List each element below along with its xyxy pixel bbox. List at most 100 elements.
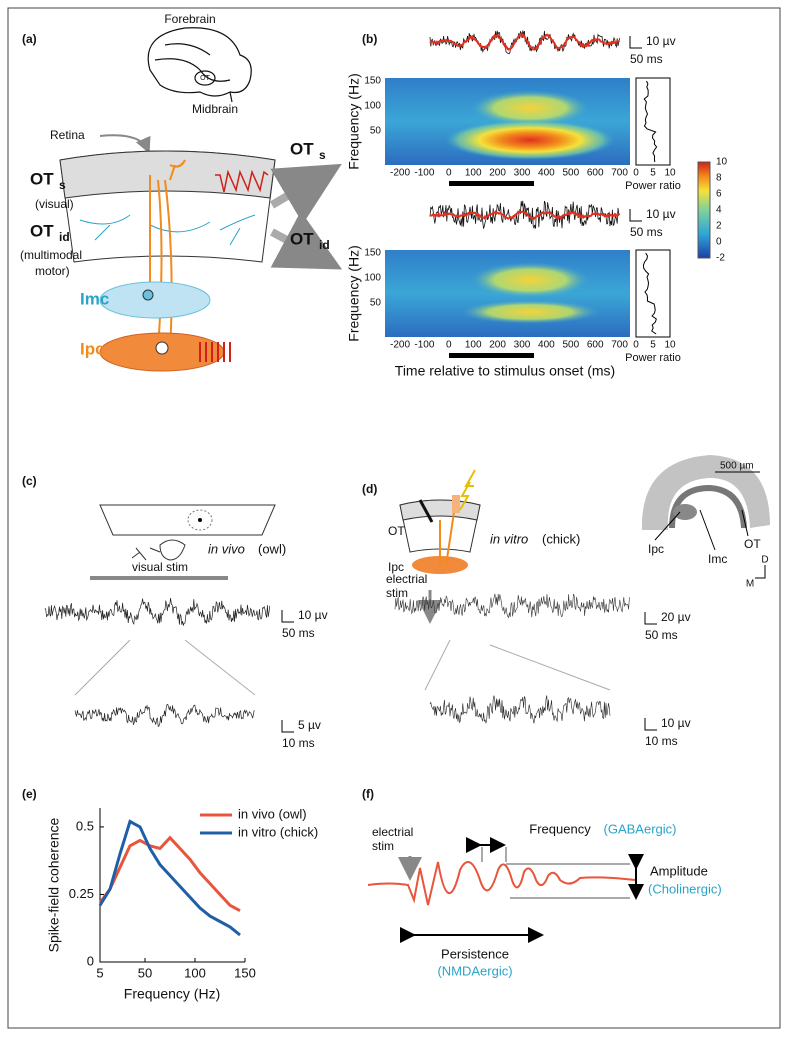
neuron bbox=[155, 341, 169, 355]
flow-arrow bbox=[269, 163, 342, 224]
power-tick: 0 bbox=[633, 168, 639, 179]
owl-icon bbox=[131, 539, 186, 561]
y-tick-label: 100 bbox=[364, 101, 381, 112]
legend-label: in vivo (owl) bbox=[238, 806, 307, 821]
power-tick: 5 bbox=[650, 168, 656, 179]
x-tick-label: 600 bbox=[587, 340, 604, 351]
scale-bar bbox=[629, 209, 642, 222]
colorbar-tick: 8 bbox=[716, 173, 722, 184]
trace bbox=[430, 209, 621, 221]
data-line bbox=[98, 819, 241, 937]
scale-label: 10 ms bbox=[282, 736, 315, 750]
flow-arrow bbox=[270, 211, 343, 270]
colorbar-tick: 10 bbox=[716, 157, 728, 168]
trace bbox=[74, 703, 255, 727]
slice-label: Ipc bbox=[648, 542, 664, 556]
x-tick-label: 5 bbox=[96, 965, 103, 980]
mechanism-label: Frequency bbox=[529, 821, 591, 836]
scale-label: 20 µv bbox=[661, 610, 691, 624]
zoom-line bbox=[184, 639, 256, 696]
scale-label: 50 ms bbox=[630, 225, 663, 239]
stimulus-dot bbox=[198, 518, 202, 522]
orientation bbox=[755, 565, 766, 579]
x-tick-label: 500 bbox=[562, 340, 579, 351]
power-tick: 0 bbox=[633, 340, 639, 351]
stimulus-bar bbox=[449, 353, 534, 358]
x-tick-label: -100 bbox=[414, 168, 434, 179]
y-tick-label: 100 bbox=[364, 273, 381, 284]
slice-label: Imc bbox=[708, 552, 727, 566]
power-box bbox=[635, 249, 671, 338]
arrow-label: s bbox=[319, 148, 326, 162]
scale-label: 10 µv bbox=[646, 207, 676, 221]
y-tick-label: 150 bbox=[364, 248, 381, 259]
scale-label: 5 µv bbox=[298, 718, 321, 732]
spectrogram-power bbox=[445, 120, 615, 160]
axis-title: Time relative to stimulus onset (ms) bbox=[395, 363, 615, 379]
power-box bbox=[635, 77, 671, 166]
x-tick-label: 400 bbox=[538, 168, 555, 179]
panel-label: (f) bbox=[362, 787, 374, 801]
x-tick-label: -100 bbox=[414, 340, 434, 351]
scale-label: 500 µm bbox=[720, 461, 754, 472]
slice-label: OT bbox=[744, 537, 761, 551]
zoom-line bbox=[424, 639, 451, 691]
screen bbox=[99, 504, 276, 536]
x-tick-label: 100 bbox=[465, 168, 482, 179]
frame bbox=[7, 7, 781, 1029]
orientation-label: M bbox=[746, 579, 754, 590]
prep-label: in vivo bbox=[208, 541, 245, 556]
pointer bbox=[654, 511, 681, 541]
x-tick-label: 200 bbox=[489, 340, 506, 351]
electrode bbox=[418, 499, 434, 523]
scale-bar bbox=[281, 720, 294, 733]
neuron bbox=[142, 289, 154, 301]
panel-label: (d) bbox=[362, 482, 377, 496]
lightning bbox=[459, 469, 476, 511]
trace bbox=[429, 200, 620, 230]
brain-label: Midbrain bbox=[192, 102, 238, 116]
scale-label: 50 ms bbox=[630, 52, 663, 66]
axis-title: Frequency (Hz) bbox=[124, 986, 220, 1002]
colorbar-tick: 2 bbox=[716, 221, 722, 232]
scale-label: 50 ms bbox=[645, 628, 678, 642]
power-label: Power ratio bbox=[625, 180, 681, 192]
dendrites bbox=[79, 214, 256, 246]
y-tick-label: 50 bbox=[370, 126, 382, 137]
colorbar-tick: 6 bbox=[716, 189, 722, 200]
legend-label: in vitro (chick) bbox=[238, 824, 318, 839]
brain-sketch bbox=[147, 27, 252, 103]
scale-bar bbox=[281, 610, 294, 623]
schematic-oscillation bbox=[367, 861, 636, 906]
mechanism-label: (Cholinergic) bbox=[648, 881, 722, 896]
burst-icon bbox=[215, 169, 269, 193]
y-tick-label: 150 bbox=[364, 76, 381, 87]
data-line bbox=[98, 835, 241, 913]
mechanism-label: (NMDAergic) bbox=[437, 963, 512, 978]
stim-label: electrial bbox=[386, 572, 427, 586]
x-tick-label: 300 bbox=[514, 168, 531, 179]
y-tick-label: 0 bbox=[87, 953, 94, 968]
power-tick: 10 bbox=[664, 168, 676, 179]
arrow-label: id bbox=[319, 238, 330, 252]
axis-title: Frequency (Hz) bbox=[346, 245, 362, 341]
layer-note: (multimodal bbox=[20, 248, 82, 262]
x-tick-label: -200 bbox=[390, 168, 410, 179]
x-tick-label: 600 bbox=[587, 168, 604, 179]
layer-note: motor) bbox=[35, 264, 70, 278]
x-tick-label: 100 bbox=[465, 340, 482, 351]
stim-label: electrial bbox=[372, 825, 413, 839]
x-tick-label: 0 bbox=[446, 340, 452, 351]
panel-label: (c) bbox=[22, 474, 37, 488]
trace bbox=[429, 695, 611, 724]
y-tick-label: 0.25 bbox=[69, 886, 94, 901]
prep-label: in vitro bbox=[490, 531, 528, 546]
stim-label: stim bbox=[386, 586, 408, 600]
slice-image bbox=[640, 455, 770, 535]
mechanism-label: (GABAergic) bbox=[604, 821, 677, 836]
power-profile bbox=[643, 80, 658, 163]
scale-bar bbox=[644, 718, 657, 731]
ots-label: OT bbox=[30, 169, 54, 188]
mechanism-label: Amplitude bbox=[650, 863, 708, 878]
